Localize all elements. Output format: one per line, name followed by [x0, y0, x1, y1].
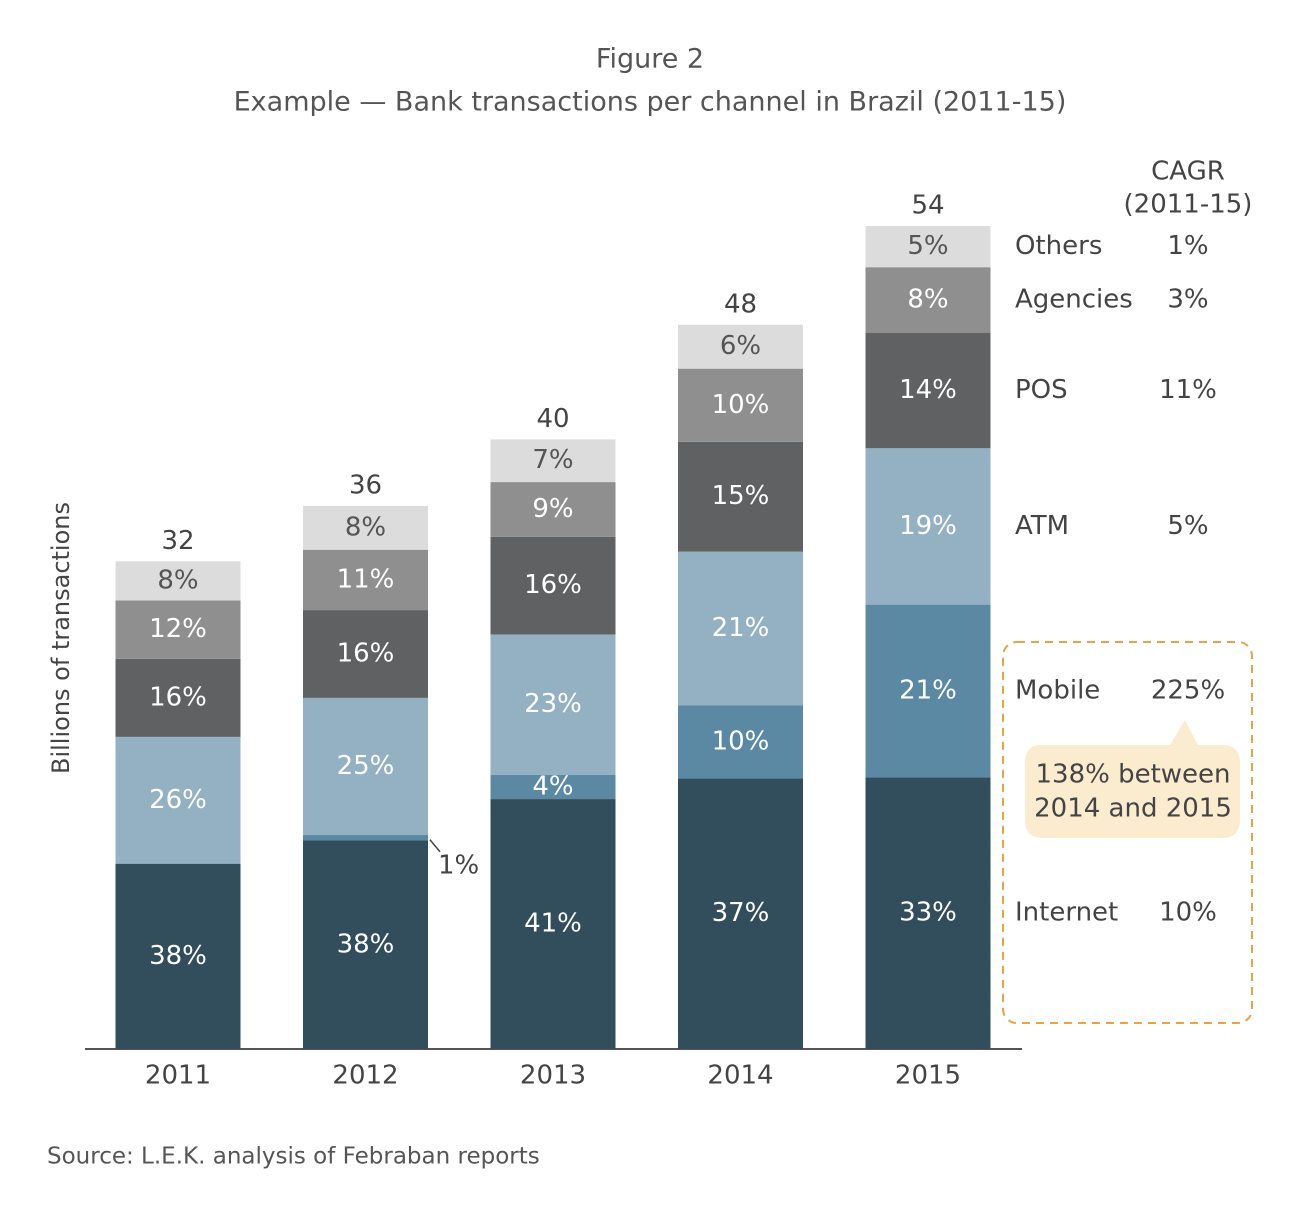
x-tick-label: 2015	[895, 1061, 961, 1091]
data-label: 8%	[907, 285, 948, 315]
leader-line	[429, 839, 441, 853]
data-label: 21%	[899, 676, 957, 706]
cagr-value: 11%	[1159, 375, 1217, 405]
bar-segment	[865, 777, 991, 1049]
cagr-header: CAGR	[1151, 157, 1225, 187]
bar-segment	[303, 835, 428, 841]
data-label: 8%	[345, 512, 386, 542]
data-label: 37%	[712, 898, 770, 928]
x-tick-label: 2013	[520, 1061, 586, 1091]
data-label: 38%	[149, 941, 207, 971]
data-label: 1%	[438, 850, 479, 880]
data-label: 10%	[712, 390, 770, 420]
data-label: 16%	[337, 638, 395, 668]
data-label: 15%	[712, 481, 770, 511]
bar-segment	[678, 705, 803, 779]
bar-segment	[865, 226, 991, 268]
bar-segment	[490, 774, 616, 800]
bar-segment	[490, 482, 616, 537]
x-tick-label: 2012	[332, 1061, 398, 1091]
bar-segment	[303, 610, 428, 698]
legend-entry: Mobile	[1015, 676, 1100, 706]
data-label: 16%	[149, 682, 207, 712]
legend-entry: ATM	[1015, 511, 1069, 541]
y-axis-label: Billions of transactions	[47, 502, 75, 774]
x-tick-label: 2014	[707, 1061, 773, 1091]
total-label: 54	[911, 191, 944, 221]
total-label: 36	[349, 470, 382, 500]
data-label: 4%	[532, 771, 573, 801]
bar-segment	[678, 368, 803, 442]
data-label: 6%	[720, 331, 761, 361]
bar-segment	[303, 505, 428, 550]
cagr-value: 10%	[1159, 898, 1217, 928]
legend-entry: POS	[1015, 375, 1068, 405]
data-label: 23%	[524, 689, 582, 719]
source: Source: L.E.K. analysis of Febraban repo…	[47, 1144, 540, 1170]
bar-segment	[303, 840, 428, 1049]
legend-entry: Internet	[1015, 898, 1118, 928]
data-label: 12%	[149, 614, 207, 644]
data-label: 16%	[524, 570, 582, 600]
data-label: 26%	[149, 785, 207, 815]
cagr-value: 3%	[1167, 285, 1208, 315]
bar-segment	[865, 267, 991, 334]
data-label: 9%	[532, 494, 573, 524]
bar-segment	[115, 658, 241, 737]
bar-segment	[490, 536, 616, 635]
bar-segment	[865, 604, 991, 778]
data-label: 25%	[337, 751, 395, 781]
data-label: 10%	[712, 726, 770, 756]
legend-entry: Agencies	[1015, 285, 1133, 315]
annotation: 138% between	[1035, 760, 1230, 790]
cagr-value: 5%	[1167, 511, 1208, 541]
data-label: 21%	[712, 613, 770, 643]
bar-segment	[490, 634, 616, 775]
data-label: 7%	[532, 445, 573, 475]
data-label: 5%	[907, 231, 948, 261]
bar-segment	[490, 799, 616, 1049]
data-label: 8%	[157, 565, 198, 595]
chart-subtitle: Example — Bank transactions per channel …	[234, 87, 1067, 118]
bar-segment	[678, 551, 803, 706]
bar-segment	[303, 549, 428, 611]
cagr-header: (2011-15)	[1124, 190, 1253, 220]
bar-segment	[865, 448, 991, 605]
mobile-highlight	[1002, 641, 1253, 1024]
bar-segment	[678, 441, 803, 552]
bar-segment	[115, 736, 241, 864]
total-label: 40	[536, 404, 569, 434]
bar-segment	[303, 697, 428, 836]
bar-segment	[115, 600, 241, 659]
chart-title: Figure 2	[596, 44, 704, 75]
cagr-value: 225%	[1151, 676, 1225, 706]
x-tick-label: 2011	[145, 1061, 211, 1091]
bar-segment	[490, 439, 616, 483]
bar-segment	[115, 863, 241, 1049]
bar-segment	[115, 561, 241, 601]
data-label: 19%	[899, 511, 957, 541]
data-label: 11%	[337, 564, 395, 594]
data-label: 41%	[524, 909, 582, 939]
data-label: 38%	[337, 929, 395, 959]
total-label: 32	[161, 526, 194, 556]
cagr-value: 1%	[1167, 231, 1208, 261]
data-label: 14%	[899, 375, 957, 405]
bar-segment	[865, 333, 991, 449]
total-label: 48	[724, 289, 757, 319]
bar-segment	[678, 324, 803, 369]
data-label: 33%	[899, 898, 957, 928]
annotation: 2014 and 2015	[1034, 794, 1232, 824]
legend-entry: Others	[1015, 231, 1102, 261]
callout-bubble	[1025, 720, 1240, 838]
bar-segment	[678, 778, 803, 1049]
